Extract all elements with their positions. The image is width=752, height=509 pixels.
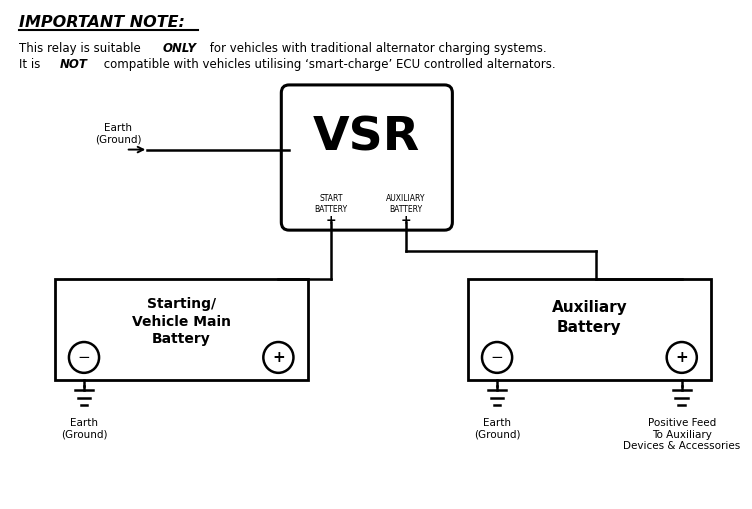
Text: This relay is suitable: This relay is suitable (19, 42, 144, 55)
Text: Earth
(Ground): Earth (Ground) (474, 418, 520, 440)
FancyBboxPatch shape (55, 279, 308, 380)
FancyBboxPatch shape (468, 279, 711, 380)
Text: −: − (491, 350, 503, 365)
Text: ONLY: ONLY (162, 42, 197, 55)
Text: Auxiliary
Battery: Auxiliary Battery (551, 300, 627, 335)
Text: for vehicles with traditional alternator charging systems.: for vehicles with traditional alternator… (207, 42, 547, 55)
Text: IMPORTANT NOTE:: IMPORTANT NOTE: (19, 15, 185, 31)
Text: Earth
(Ground): Earth (Ground) (95, 123, 141, 145)
Text: AUXILIARY
BATTERY: AUXILIARY BATTERY (386, 194, 426, 214)
Text: +: + (675, 350, 688, 365)
Text: +: + (400, 214, 411, 227)
FancyBboxPatch shape (281, 85, 453, 230)
Text: compatible with vehicles utilising ‘smart-charge’ ECU controlled alternators.: compatible with vehicles utilising ‘smar… (99, 58, 555, 71)
Text: START
BATTERY: START BATTERY (314, 194, 347, 214)
Text: +: + (272, 350, 285, 365)
Text: Starting/
Vehicle Main
Battery: Starting/ Vehicle Main Battery (132, 297, 231, 346)
Text: −: − (77, 350, 90, 365)
Text: +: + (326, 214, 336, 227)
Text: Positive Feed
To Auxiliary
Devices & Accessories: Positive Feed To Auxiliary Devices & Acc… (623, 418, 741, 451)
Text: NOT: NOT (59, 58, 87, 71)
Text: VSR: VSR (314, 115, 420, 160)
Text: It is: It is (19, 58, 44, 71)
Text: Earth
(Ground): Earth (Ground) (61, 418, 108, 440)
